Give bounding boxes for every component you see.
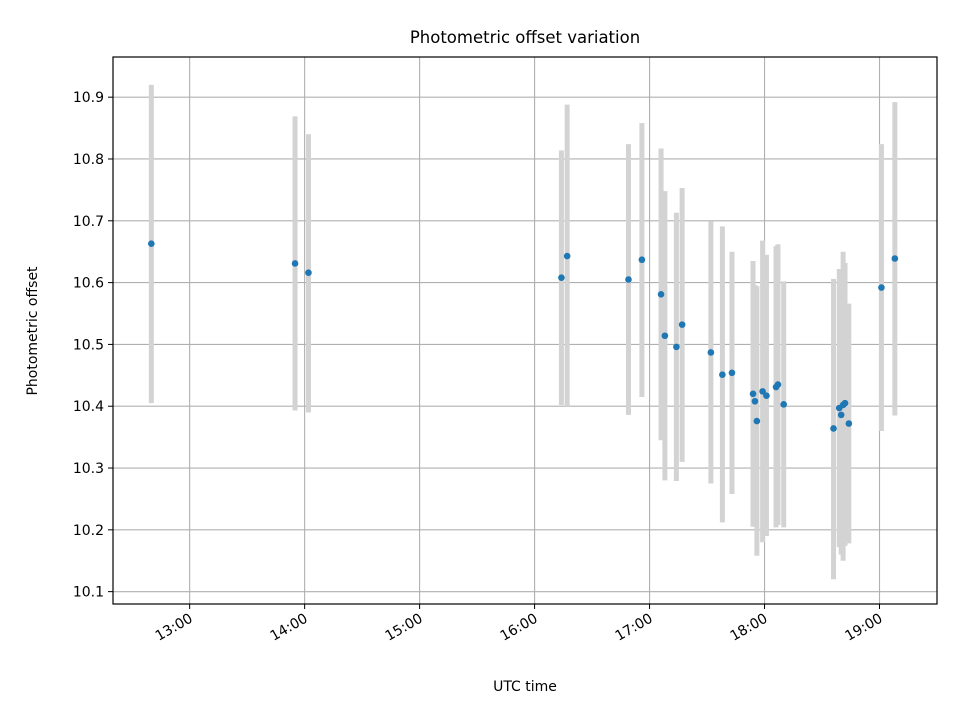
data-point — [673, 343, 680, 351]
data-point — [780, 401, 787, 408]
data-point — [638, 256, 646, 264]
data-point — [845, 420, 853, 427]
y-axis-label: Photometric offset — [25, 266, 41, 396]
data-point — [558, 274, 565, 281]
data-point — [837, 411, 845, 419]
data-point — [661, 332, 669, 340]
data-point — [148, 240, 155, 247]
y-tick-label: 10.3 — [73, 461, 104, 477]
y-tick-label: 10.9 — [73, 90, 104, 106]
data-point — [305, 269, 312, 277]
chart-title: Photometric offset variation — [410, 28, 640, 47]
y-tick-label: 10.7 — [73, 214, 104, 230]
y-tick-label: 10.1 — [73, 585, 104, 601]
x-axis-label: UTC time — [493, 679, 557, 695]
y-axis-ticks: 10.1 10.2 10.3 10.4 10.5 10.6 10.7 10.8 10.9 — [73, 90, 113, 601]
data-point — [719, 371, 726, 378]
data-point — [625, 276, 632, 283]
data-point — [657, 291, 665, 298]
data-point — [291, 260, 299, 267]
y-tick-label: 10.6 — [73, 276, 104, 292]
data-point — [763, 392, 770, 400]
y-tick-label: 10.5 — [73, 337, 104, 353]
data-point — [751, 397, 759, 405]
data-points — [148, 240, 899, 432]
data-point — [891, 255, 899, 262]
data-point — [830, 425, 837, 432]
data-point — [759, 388, 766, 395]
data-point — [707, 349, 715, 356]
data-point — [563, 252, 571, 260]
data-point — [774, 381, 782, 388]
y-tick-label: 10.4 — [73, 399, 104, 415]
data-point — [841, 399, 849, 407]
data-point — [749, 390, 757, 398]
data-point — [728, 369, 736, 377]
data-point — [753, 417, 761, 425]
data-point — [878, 284, 885, 291]
y-tick-label: 10.8 — [73, 152, 104, 168]
data-point — [678, 321, 686, 328]
y-tick-label: 10.2 — [73, 523, 104, 539]
plot-frame — [112, 56, 938, 605]
